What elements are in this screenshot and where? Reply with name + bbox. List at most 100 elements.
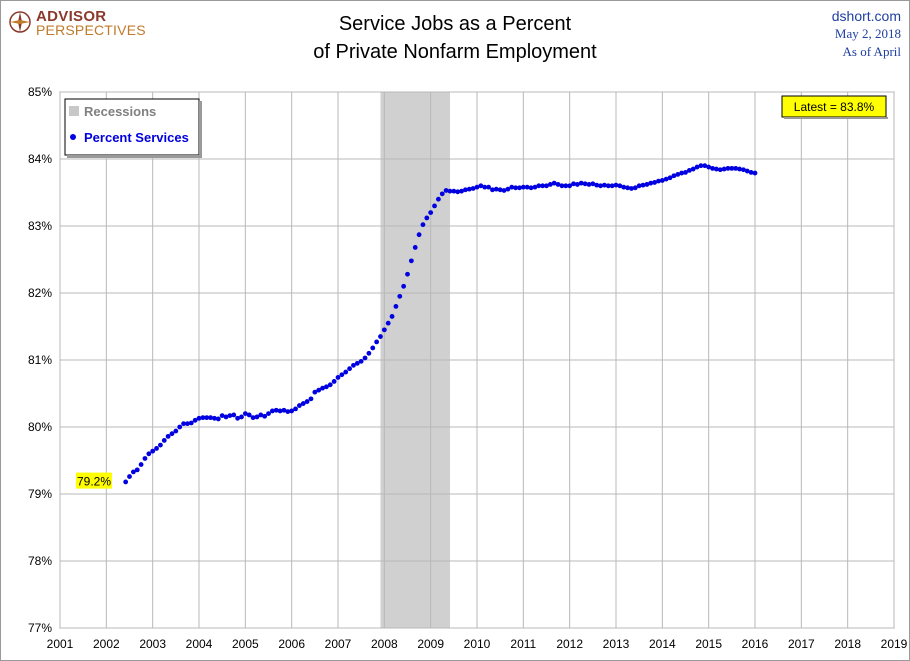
series-point bbox=[544, 183, 549, 189]
y-tick-label: 83% bbox=[28, 219, 52, 233]
series-point bbox=[181, 421, 186, 427]
series-point bbox=[393, 304, 399, 309]
series-point bbox=[513, 185, 519, 191]
series-point bbox=[293, 406, 298, 412]
series-point bbox=[582, 181, 588, 187]
series-point bbox=[405, 271, 410, 277]
series-point bbox=[266, 411, 271, 416]
legend-shadow-right bbox=[199, 101, 202, 157]
series-point bbox=[744, 168, 750, 174]
series-point bbox=[698, 163, 704, 169]
series-point bbox=[690, 166, 696, 172]
x-tick-label: 2009 bbox=[417, 637, 444, 651]
series-point bbox=[598, 183, 603, 189]
tick-layer: 2001 2002 2003 2004 2005 2006 2007 2008 2009 2010… bbox=[28, 85, 908, 651]
y-tick-label: 81% bbox=[28, 353, 52, 367]
series-point bbox=[158, 442, 163, 448]
series-point bbox=[389, 314, 395, 319]
series-point bbox=[551, 180, 557, 186]
first-value-label: 79.2% bbox=[77, 475, 111, 489]
x-tick-label: 2012 bbox=[556, 637, 583, 651]
series-point bbox=[289, 408, 295, 414]
y-tick-label: 78% bbox=[28, 554, 52, 568]
series-point bbox=[435, 196, 441, 202]
series-point bbox=[138, 462, 144, 467]
series-point bbox=[374, 339, 380, 345]
series-point bbox=[378, 334, 383, 339]
series-point bbox=[312, 389, 318, 395]
series-point bbox=[347, 366, 352, 372]
series-point bbox=[493, 186, 499, 192]
series-point bbox=[443, 188, 449, 193]
series-point bbox=[602, 182, 607, 188]
series-point bbox=[146, 451, 152, 457]
series-point bbox=[644, 182, 650, 187]
y-tick-label: 77% bbox=[28, 621, 52, 635]
series-point bbox=[397, 293, 403, 299]
series-point bbox=[605, 183, 611, 189]
series-point bbox=[725, 165, 731, 171]
series-point bbox=[652, 180, 658, 185]
series-point bbox=[308, 396, 314, 402]
series-point bbox=[223, 414, 229, 420]
logo-wordmark-bottom: PERSPECTIVES bbox=[36, 22, 146, 38]
series-point bbox=[277, 408, 283, 414]
series-point bbox=[331, 379, 337, 384]
series-point bbox=[130, 469, 136, 475]
series-point bbox=[586, 182, 592, 187]
x-tick-label: 2001 bbox=[47, 637, 74, 651]
series-point bbox=[235, 415, 241, 421]
series-point bbox=[733, 165, 739, 171]
legend: Recessions Percent Services bbox=[64, 98, 202, 158]
series-point bbox=[559, 183, 565, 189]
series-point bbox=[517, 185, 522, 191]
series-point bbox=[401, 283, 407, 289]
series-point bbox=[532, 184, 538, 190]
series-point bbox=[501, 188, 507, 193]
series-point bbox=[242, 411, 248, 416]
series-point bbox=[482, 184, 488, 190]
x-tick-label: 2005 bbox=[232, 637, 259, 651]
series-point bbox=[524, 184, 530, 190]
x-tick-label: 2017 bbox=[788, 637, 815, 651]
chart-subtitle: of Private Nonfarm Employment bbox=[313, 41, 597, 63]
series-point bbox=[590, 181, 596, 187]
series-point bbox=[609, 183, 615, 189]
series-point bbox=[706, 164, 712, 170]
series-point bbox=[578, 180, 584, 186]
series-point bbox=[702, 163, 708, 169]
series-point bbox=[683, 170, 688, 175]
series-point bbox=[447, 188, 453, 194]
series-point bbox=[621, 184, 627, 190]
series-point bbox=[625, 185, 630, 191]
compass-logo-icon bbox=[9, 11, 31, 33]
series-point bbox=[629, 186, 634, 191]
series-point bbox=[351, 362, 356, 368]
x-tick-label: 2015 bbox=[695, 637, 722, 651]
series-point bbox=[478, 183, 484, 189]
series-point bbox=[675, 172, 681, 177]
series-point bbox=[741, 167, 746, 173]
latest-label: Latest = 83.8% bbox=[794, 100, 875, 114]
series-point bbox=[324, 384, 329, 390]
series-point bbox=[710, 165, 715, 171]
series-point bbox=[667, 175, 673, 181]
series-point bbox=[204, 415, 210, 421]
series-point bbox=[177, 424, 183, 430]
series-point bbox=[320, 385, 325, 391]
x-tick-label: 2018 bbox=[834, 637, 861, 651]
series-point bbox=[540, 183, 546, 189]
series-point bbox=[466, 186, 472, 192]
x-tick-label: 2003 bbox=[139, 637, 166, 651]
series-point bbox=[490, 187, 495, 193]
series-point bbox=[285, 409, 291, 414]
legend-recession-label: Recessions bbox=[84, 104, 156, 119]
series-point bbox=[408, 258, 414, 264]
series-point bbox=[208, 415, 213, 421]
series-point bbox=[327, 382, 333, 388]
x-tick-label: 2007 bbox=[325, 637, 352, 651]
x-tick-label: 2006 bbox=[278, 637, 305, 651]
grid-layer bbox=[59, 91, 895, 629]
series-point bbox=[385, 320, 391, 326]
series-point bbox=[717, 167, 723, 173]
